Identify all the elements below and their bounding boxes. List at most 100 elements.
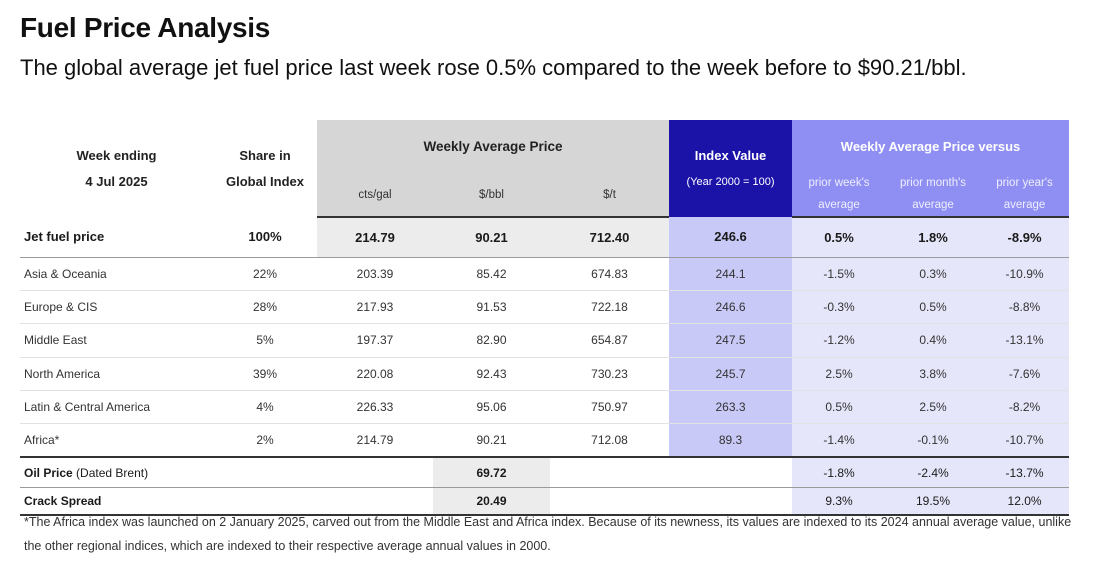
prior-week-cell: -1.4% xyxy=(792,423,887,459)
usd-bbl-cell: 90.21 xyxy=(433,423,550,459)
oil-label-detail: (Dated Brent) xyxy=(72,465,149,480)
usd-t-cell xyxy=(550,487,670,517)
table-row: Middle East 5% 197.37 82.90 654.87 247.5… xyxy=(20,323,1070,358)
prior-year-cell: -10.9% xyxy=(980,257,1070,291)
row-label: Europe & CIS xyxy=(20,290,213,325)
prior-month-average: average xyxy=(912,199,954,211)
prior-year-label: prior year's xyxy=(996,177,1053,189)
prior-week-cell: 0.5% xyxy=(792,217,887,258)
weekly-avg-price-title: Weekly Average Price xyxy=(423,138,563,154)
prior-year-cell: -8.9% xyxy=(980,217,1070,258)
usd-t-cell: 750.97 xyxy=(550,390,670,425)
prior-year-cell: -10.7% xyxy=(980,423,1070,459)
week-ending-label: Week ending xyxy=(76,147,157,163)
share-cell: 4% xyxy=(213,390,317,425)
prior-month-cell: -0.1% xyxy=(886,423,981,459)
cts-gal-cell xyxy=(317,457,433,488)
index-cell: 89.3 xyxy=(669,423,793,459)
usd-t-cell: 722.18 xyxy=(550,290,670,325)
prior-year-header: prior year's average xyxy=(980,172,1070,218)
prior-year-cell: -13.7% xyxy=(980,457,1070,488)
prior-month-cell: 1.8% xyxy=(886,217,981,258)
prior-week-header: prior week's average xyxy=(792,172,887,218)
versus-header: Weekly Average Price versus xyxy=(792,120,1070,172)
prior-week-cell: -1.2% xyxy=(792,323,887,358)
prior-month-header: prior month's average xyxy=(886,172,981,218)
prior-month-label: prior month's xyxy=(899,177,967,189)
cts-gal-cell: 217.93 xyxy=(317,290,433,325)
cts-gal-cell: 197.37 xyxy=(317,323,433,358)
share-label-line2: Global Index xyxy=(225,173,304,189)
row-label: North America xyxy=(20,357,213,392)
index-value-header: Index Value (Year 2000 = 100) xyxy=(669,120,793,217)
cts-gal-cell: 220.08 xyxy=(317,357,433,392)
usd-bbl-cell: 90.21 xyxy=(433,217,550,258)
share-cell xyxy=(213,457,317,488)
row-label: Middle East xyxy=(20,323,213,358)
index-value-base: (Year 2000 = 100) xyxy=(686,175,775,188)
usd-bbl-cell: 85.42 xyxy=(433,257,550,291)
cts-gal-cell: 214.79 xyxy=(317,217,433,258)
prior-week-cell: 2.5% xyxy=(792,357,887,392)
prior-month-cell: 0.4% xyxy=(886,323,981,358)
prior-month-cell: 19.5% xyxy=(886,487,981,517)
prior-week-cell: 9.3% xyxy=(792,487,887,517)
oil-label-main: Oil Price xyxy=(24,465,73,480)
prior-year-cell: -7.6% xyxy=(980,357,1070,392)
share-cell: 2% xyxy=(213,423,317,459)
table-row: Latin & Central America 4% 226.33 95.06 … xyxy=(20,390,1070,425)
usd-bbl-cell: 95.06 xyxy=(433,390,550,425)
unit-usd-bbl-label: $/bbl xyxy=(479,189,504,201)
footnote: *The Africa index was launched on 2 Janu… xyxy=(24,515,1072,553)
share-cell: 39% xyxy=(213,357,317,392)
prior-year-cell: -8.8% xyxy=(980,290,1070,325)
table-row: Europe & CIS 28% 217.93 91.53 722.18 246… xyxy=(20,290,1070,325)
share-cell: 100% xyxy=(213,217,317,258)
jet-fuel-row: Jet fuel price 100% 214.79 90.21 712.40 … xyxy=(20,217,1070,258)
oil-price-row: Oil Price (Dated Brent) 69.72 -1.8% -2.4… xyxy=(20,457,1070,488)
usd-t-cell: 730.23 xyxy=(550,357,670,392)
share-cell: 22% xyxy=(213,257,317,291)
usd-bbl-cell: 92.43 xyxy=(433,357,550,392)
prior-week-cell: -0.3% xyxy=(792,290,887,325)
unit-cts-gal-label: cts/gal xyxy=(358,189,392,201)
prior-year-cell: -8.2% xyxy=(980,390,1070,425)
index-cell: 244.1 xyxy=(669,257,793,291)
row-label: Latin & Central America xyxy=(20,390,213,425)
week-ending-date: 4 Jul 2025 xyxy=(85,173,148,189)
prior-year-cell: 12.0% xyxy=(980,487,1070,517)
table-row: North America 39% 220.08 92.43 730.23 24… xyxy=(20,357,1070,392)
prior-week-cell: 0.5% xyxy=(792,390,887,425)
weekly-avg-price-header: Weekly Average Price xyxy=(317,120,670,172)
usd-bbl-cell: 82.90 xyxy=(433,323,550,358)
header-subrow: cts/gal $/bbl $/t prior week's average p… xyxy=(20,172,1070,218)
crack-spread-row: Crack Spread 20.49 9.3% 19.5% 12.0% xyxy=(20,487,1070,517)
unit-cts-gal: cts/gal xyxy=(317,172,433,218)
prior-year-cell: -13.1% xyxy=(980,323,1070,358)
table-row: Asia & Oceania 22% 203.39 85.42 674.83 2… xyxy=(20,257,1070,291)
week-ending-header: Week ending 4 Jul 2025 xyxy=(20,120,213,217)
share-cell xyxy=(213,487,317,517)
share-header: Share in Global Index xyxy=(213,120,317,217)
prior-month-cell: 0.3% xyxy=(886,257,981,291)
row-label: Asia & Oceania xyxy=(20,257,213,291)
versus-title: Weekly Average Price versus xyxy=(840,138,1021,154)
prior-week-label: prior week's xyxy=(808,177,870,189)
table-row: Africa* 2% 214.79 90.21 712.08 89.3 -1.4… xyxy=(20,423,1070,459)
row-label: Oil Price (Dated Brent) xyxy=(20,457,213,488)
usd-t-cell: 674.83 xyxy=(550,257,670,291)
usd-t-cell: 712.40 xyxy=(550,217,670,258)
fuel-price-table: Week ending 4 Jul 2025 Share in Global I… xyxy=(20,120,1070,517)
usd-t-cell: 654.87 xyxy=(550,323,670,358)
cts-gal-cell: 203.39 xyxy=(317,257,433,291)
page-subtitle: The global average jet fuel price last w… xyxy=(20,55,967,80)
prior-week-cell: -1.8% xyxy=(792,457,887,488)
row-label: Jet fuel price xyxy=(20,217,213,258)
index-cell: 263.3 xyxy=(669,390,793,425)
header-row: Week ending 4 Jul 2025 Share in Global I… xyxy=(20,120,1070,217)
prior-month-cell: 0.5% xyxy=(886,290,981,325)
index-cell xyxy=(669,457,793,488)
share-label-line1: Share in xyxy=(239,147,291,163)
usd-bbl-cell: 91.53 xyxy=(433,290,550,325)
index-cell: 246.6 xyxy=(669,290,793,325)
